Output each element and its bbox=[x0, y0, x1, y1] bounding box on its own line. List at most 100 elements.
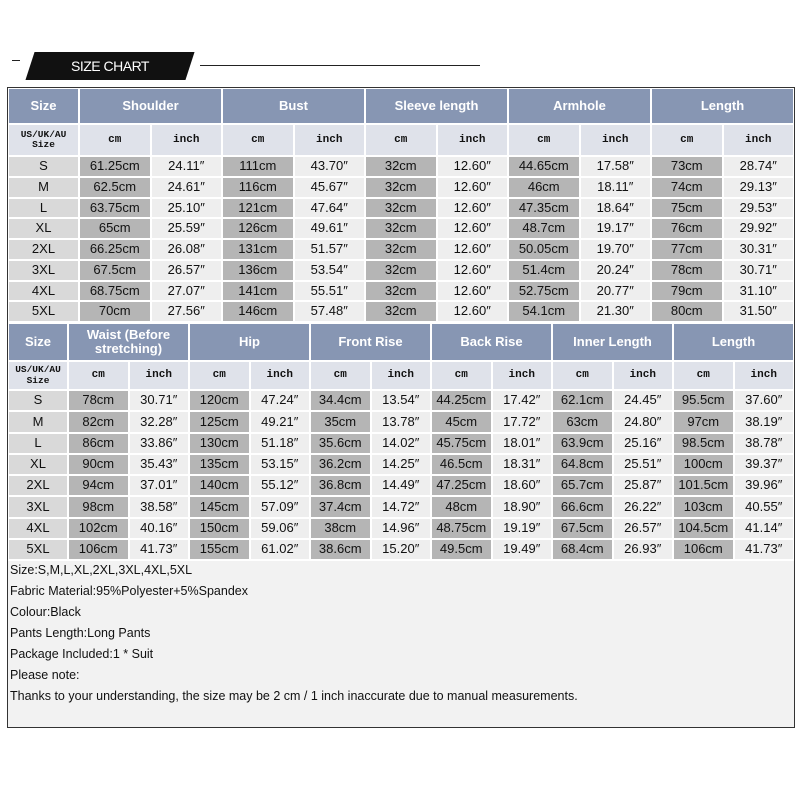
value-cell: 150cm bbox=[189, 517, 250, 539]
unit-header: cm bbox=[310, 361, 371, 390]
value-cell: 78cm bbox=[651, 259, 723, 281]
value-cell: 27.56″ bbox=[150, 301, 222, 322]
size-cell: S bbox=[8, 156, 79, 177]
value-cell: 32cm bbox=[365, 280, 437, 302]
value-cell: 12.60″ bbox=[436, 239, 508, 260]
value-cell: 17.42″ bbox=[491, 390, 552, 412]
value-cell: 24.11″ bbox=[150, 156, 222, 177]
value-cell: 12.60″ bbox=[436, 156, 508, 177]
value-cell: 101.5cm bbox=[673, 475, 734, 497]
value-cell: 26.08″ bbox=[150, 239, 222, 260]
value-cell: 59.06″ bbox=[249, 517, 310, 539]
title-text: SIZE CHART bbox=[71, 58, 149, 74]
column-header: Length bbox=[673, 323, 794, 361]
value-cell: 29.92″ bbox=[722, 218, 794, 239]
notes-bg bbox=[8, 561, 794, 727]
value-cell: 37.01″ bbox=[128, 475, 189, 497]
value-cell: 136cm bbox=[222, 259, 294, 281]
value-cell: 47.35cm bbox=[508, 197, 580, 219]
unit-header: cm bbox=[651, 124, 723, 156]
value-cell: 45.75cm bbox=[431, 432, 492, 454]
title-dash bbox=[12, 60, 20, 61]
value-cell: 40.55″ bbox=[733, 496, 794, 518]
value-cell: 135cm bbox=[189, 453, 250, 475]
value-cell: 28.74″ bbox=[722, 156, 794, 177]
value-cell: 80cm bbox=[651, 301, 723, 322]
value-cell: 35.6cm bbox=[310, 432, 371, 454]
value-cell: 32cm bbox=[365, 301, 437, 322]
value-cell: 70cm bbox=[79, 301, 151, 322]
value-cell: 29.53″ bbox=[722, 197, 794, 219]
value-cell: 18.11″ bbox=[579, 176, 651, 198]
unit-header: cm bbox=[673, 361, 734, 390]
value-cell: 32cm bbox=[365, 218, 437, 239]
value-cell: 14.96″ bbox=[370, 517, 431, 539]
value-cell: 47.64″ bbox=[293, 197, 365, 219]
value-cell: 66.25cm bbox=[79, 239, 151, 260]
value-cell: 36.8cm bbox=[310, 475, 371, 497]
value-cell: 20.24″ bbox=[579, 259, 651, 281]
unit-header: inch bbox=[491, 361, 552, 390]
value-cell: 21.30″ bbox=[579, 301, 651, 322]
size-cell: 2XL bbox=[8, 475, 68, 497]
value-cell: 49.5cm bbox=[431, 538, 492, 560]
value-cell: 146cm bbox=[222, 301, 294, 322]
size-cell: L bbox=[8, 432, 68, 454]
value-cell: 94cm bbox=[68, 475, 129, 497]
unit-header: inch bbox=[579, 124, 651, 156]
value-cell: 18.31″ bbox=[491, 453, 552, 475]
value-cell: 45cm bbox=[431, 411, 492, 433]
value-cell: 32cm bbox=[365, 197, 437, 219]
value-cell: 24.61″ bbox=[150, 176, 222, 198]
value-cell: 43.70″ bbox=[293, 156, 365, 177]
value-cell: 98cm bbox=[68, 496, 129, 518]
value-cell: 26.57″ bbox=[612, 517, 673, 539]
value-cell: 19.17″ bbox=[579, 218, 651, 239]
value-cell: 25.10″ bbox=[150, 197, 222, 219]
unit-header: inch bbox=[733, 361, 794, 390]
size-cell: 5XL bbox=[8, 538, 68, 560]
value-cell: 78cm bbox=[68, 390, 129, 412]
column-header: Size bbox=[8, 323, 68, 361]
unit-header: inch bbox=[150, 124, 222, 156]
value-cell: 18.01″ bbox=[491, 432, 552, 454]
value-cell: 66.6cm bbox=[552, 496, 613, 518]
value-cell: 14.72″ bbox=[370, 496, 431, 518]
unit-header: cm bbox=[222, 124, 294, 156]
value-cell: 30.31″ bbox=[722, 239, 794, 260]
value-cell: 25.87″ bbox=[612, 475, 673, 497]
value-cell: 67.5cm bbox=[552, 517, 613, 539]
unit-header: cm bbox=[431, 361, 492, 390]
value-cell: 39.37″ bbox=[733, 453, 794, 475]
value-cell: 49.21″ bbox=[249, 411, 310, 433]
value-cell: 120cm bbox=[189, 390, 250, 412]
value-cell: 106cm bbox=[673, 538, 734, 560]
unit-header: inch bbox=[722, 124, 794, 156]
unit-header: inch bbox=[436, 124, 508, 156]
value-cell: 14.02″ bbox=[370, 432, 431, 454]
value-cell: 53.54″ bbox=[293, 259, 365, 281]
value-cell: 12.60″ bbox=[436, 301, 508, 322]
size-cell: 2XL bbox=[8, 239, 79, 260]
value-cell: 61.25cm bbox=[79, 156, 151, 177]
value-cell: 63.9cm bbox=[552, 432, 613, 454]
value-cell: 19.49″ bbox=[491, 538, 552, 560]
value-cell: 55.51″ bbox=[293, 280, 365, 302]
value-cell: 111cm bbox=[222, 156, 294, 177]
value-cell: 17.58″ bbox=[579, 156, 651, 177]
value-cell: 38.19″ bbox=[733, 411, 794, 433]
value-cell: 79cm bbox=[651, 280, 723, 302]
unit-header: cm bbox=[189, 361, 250, 390]
value-cell: 12.60″ bbox=[436, 259, 508, 281]
value-cell: 34.4cm bbox=[310, 390, 371, 412]
value-cell: 18.90″ bbox=[491, 496, 552, 518]
size-cell: 5XL bbox=[8, 301, 79, 322]
value-cell: 32cm bbox=[365, 259, 437, 281]
size-cell: S bbox=[8, 390, 68, 412]
value-cell: 35.43″ bbox=[128, 453, 189, 475]
size-cell: 3XL bbox=[8, 496, 68, 518]
value-cell: 41.73″ bbox=[128, 538, 189, 560]
frame bbox=[7, 87, 795, 728]
unit-header: cm bbox=[552, 361, 613, 390]
column-header: Size bbox=[8, 88, 79, 124]
